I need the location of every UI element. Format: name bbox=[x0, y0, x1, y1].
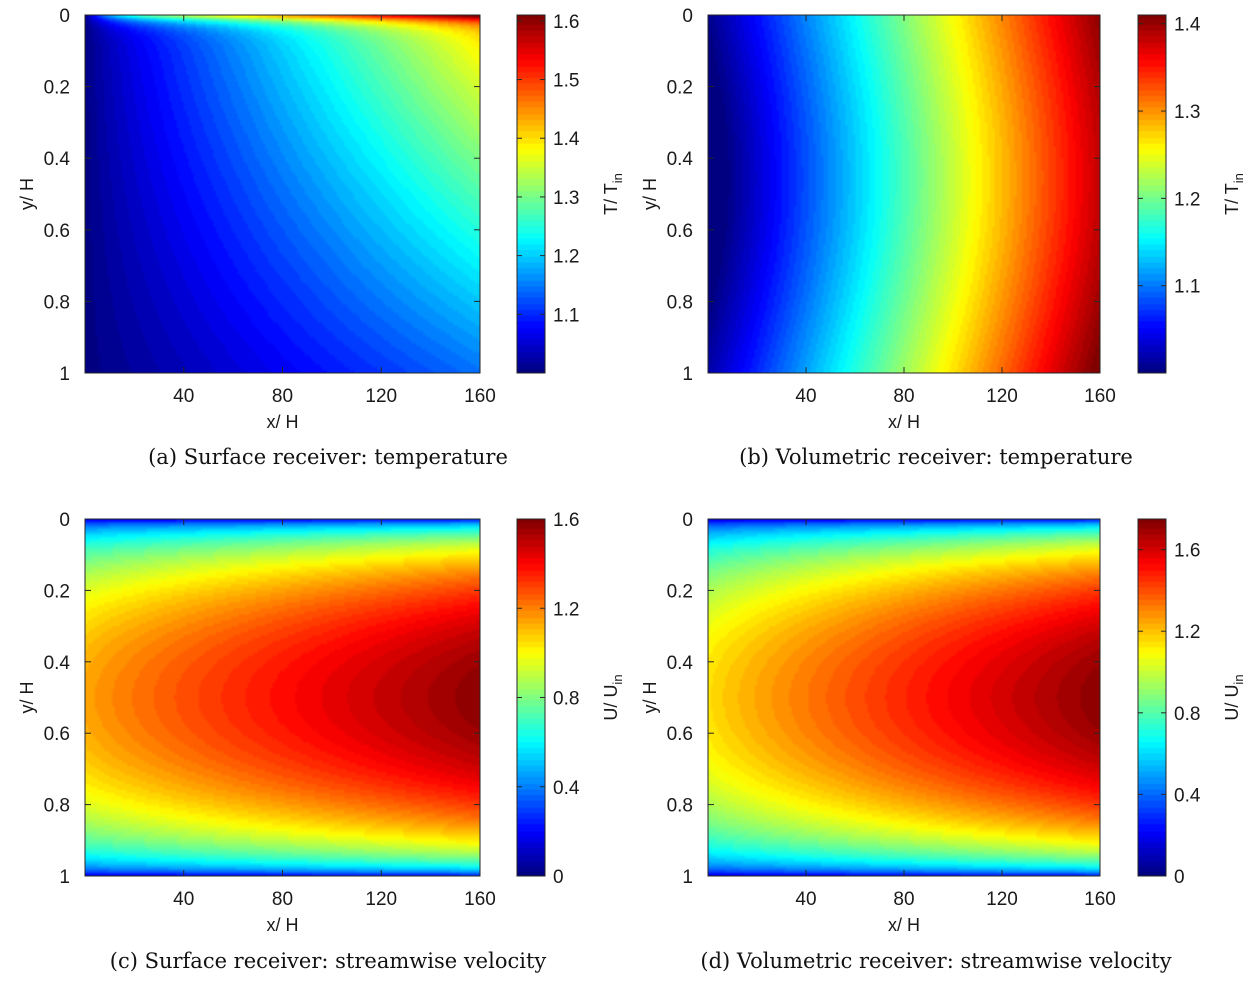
y-tick-label: 0.4 bbox=[667, 149, 694, 170]
colorbar-tick-label: 1.4 bbox=[553, 129, 580, 150]
figure-caption: (b) Volumetric receiver: temperature bbox=[739, 445, 1133, 469]
y-tick-label: 0.2 bbox=[667, 581, 693, 602]
y-tick-label: 0 bbox=[59, 510, 70, 531]
x-tick-label: 120 bbox=[986, 386, 1018, 407]
x-tick-label: 40 bbox=[795, 386, 816, 407]
colorbar-tick-label: 1.2 bbox=[1174, 189, 1200, 210]
y-tick-label: 1 bbox=[682, 364, 693, 385]
colorbar-tick-label: 0.8 bbox=[553, 689, 579, 710]
colorbar-tick-label: 0.4 bbox=[553, 778, 580, 799]
colorbar-label: T/ Tin bbox=[601, 173, 625, 215]
figure-caption: (c) Surface receiver: streamwise velocit… bbox=[110, 949, 547, 973]
colorbar-tick-label: 0 bbox=[1174, 867, 1185, 888]
y-tick-label: 0 bbox=[59, 6, 70, 27]
x-axis-label: x/ H bbox=[888, 915, 920, 935]
colorbar: 0 0.4 0.8 1.2 1.6 U/ Uin bbox=[516, 510, 625, 888]
y-tick-label: 0 bbox=[682, 510, 693, 531]
y-tick-label: 0.2 bbox=[44, 78, 70, 99]
panel-d: 40 80 120 160 0 0.2 0.4 0.6 0.8 1 x/ H y/ H 0 0.4 0.8 1… bbox=[640, 510, 1246, 973]
x-tick-label: 80 bbox=[272, 889, 293, 910]
y-tick-label: 0.6 bbox=[44, 724, 70, 745]
x-tick-label: 160 bbox=[464, 889, 496, 910]
x-tick-label: 80 bbox=[893, 889, 914, 910]
colorbar-tick-label: 1.6 bbox=[1174, 541, 1200, 562]
y-tick-label: 0.4 bbox=[44, 149, 71, 170]
y-tick-label: 0.6 bbox=[667, 724, 693, 745]
colorbar-gradient bbox=[1138, 15, 1166, 373]
y-tick-label: 0.2 bbox=[667, 78, 693, 99]
y-tick-label: 0.8 bbox=[667, 292, 693, 313]
colorbar-tick-label: 1.2 bbox=[553, 247, 579, 268]
y-tick-label: 1 bbox=[59, 867, 70, 888]
colorbar-tick-label: 1.5 bbox=[553, 71, 579, 92]
x-tick-label: 120 bbox=[986, 889, 1018, 910]
x-tick-label: 160 bbox=[464, 386, 496, 407]
y-tick-label: 0.8 bbox=[44, 796, 70, 817]
heatmap-image bbox=[85, 519, 480, 876]
colorbar-tick-label: 1.2 bbox=[1174, 622, 1200, 643]
y-axis-label: y/ H bbox=[640, 178, 660, 210]
y-tick-label: 0.8 bbox=[667, 796, 693, 817]
y-axis-label: y/ H bbox=[17, 681, 37, 713]
y-tick-label: 0.6 bbox=[667, 221, 693, 242]
colorbar-tick-label: 0.8 bbox=[1174, 704, 1200, 725]
x-tick-label: 40 bbox=[795, 889, 816, 910]
y-tick-label: 0.4 bbox=[667, 653, 694, 674]
x-tick-label: 80 bbox=[272, 386, 293, 407]
y-tick-label: 0.2 bbox=[44, 581, 70, 602]
x-tick-label: 120 bbox=[365, 386, 397, 407]
y-tick-label: 1 bbox=[59, 364, 70, 385]
y-tick-label: 0.4 bbox=[44, 653, 71, 674]
x-tick-label: 120 bbox=[365, 889, 397, 910]
x-axis-label: x/ H bbox=[266, 915, 298, 935]
colorbar: 0 0.4 0.8 1.2 1.6 U/ Uin bbox=[1137, 518, 1246, 888]
x-axis-label: x/ H bbox=[266, 412, 298, 432]
colorbar-tick-label: 0.4 bbox=[1174, 785, 1201, 806]
x-tick-label: 160 bbox=[1084, 386, 1116, 407]
x-axis-label: x/ H bbox=[888, 412, 920, 432]
colorbar-tick-label: 1.3 bbox=[553, 188, 579, 209]
colorbar-frame bbox=[516, 14, 546, 374]
y-tick-label: 0.6 bbox=[44, 221, 70, 242]
y-tick-label: 1 bbox=[682, 867, 693, 888]
colorbar-gradient bbox=[1138, 519, 1166, 876]
colorbar: 1.1 1.2 1.3 1.4 1.5 1.6 T/ Tin bbox=[516, 12, 625, 374]
colorbar: 1.1 1.2 1.3 1.4 T/ Tin bbox=[1137, 14, 1246, 374]
colorbar-label: U/ Uin bbox=[1222, 674, 1246, 720]
heatmap-image bbox=[85, 15, 480, 373]
y-axis-label: y/ H bbox=[640, 681, 660, 713]
heatmap-image bbox=[708, 15, 1100, 373]
colorbar-tick-label: 0 bbox=[553, 867, 564, 888]
colorbar-label: U/ Uin bbox=[601, 674, 625, 720]
figure-caption: (d) Volumetric receiver: streamwise velo… bbox=[700, 949, 1171, 973]
colorbar-tick-label: 1.3 bbox=[1174, 102, 1200, 123]
panel-c: 40 80 120 160 0 0.2 0.4 0.6 0.8 1 x/ H y/ H 0 0.4 0.8 1… bbox=[17, 510, 625, 973]
colorbar-gradient bbox=[517, 15, 545, 373]
figure-caption: (a) Surface receiver: temperature bbox=[148, 445, 508, 469]
x-tick-label: 40 bbox=[173, 386, 194, 407]
y-tick-label: 0 bbox=[682, 6, 693, 27]
colorbar-tick-label: 1.1 bbox=[1174, 277, 1200, 298]
colorbar-label: T/ Tin bbox=[1222, 173, 1246, 215]
heatmap-image bbox=[708, 519, 1100, 876]
x-tick-label: 80 bbox=[893, 386, 914, 407]
colorbar-tick-label: 1.1 bbox=[553, 305, 579, 326]
colorbar-tick-label: 1.4 bbox=[1174, 15, 1201, 36]
colorbar-tick-label: 1.6 bbox=[553, 12, 579, 33]
y-axis-label: y/ H bbox=[17, 178, 37, 210]
colorbar-tick-label: 1.6 bbox=[553, 510, 579, 531]
colorbar-frame bbox=[1137, 518, 1167, 877]
colorbar-frame bbox=[1137, 14, 1167, 374]
colorbar-tick-label: 1.2 bbox=[553, 599, 579, 620]
x-tick-label: 160 bbox=[1084, 889, 1116, 910]
x-tick-label: 40 bbox=[173, 889, 194, 910]
y-tick-label: 0.8 bbox=[44, 292, 70, 313]
